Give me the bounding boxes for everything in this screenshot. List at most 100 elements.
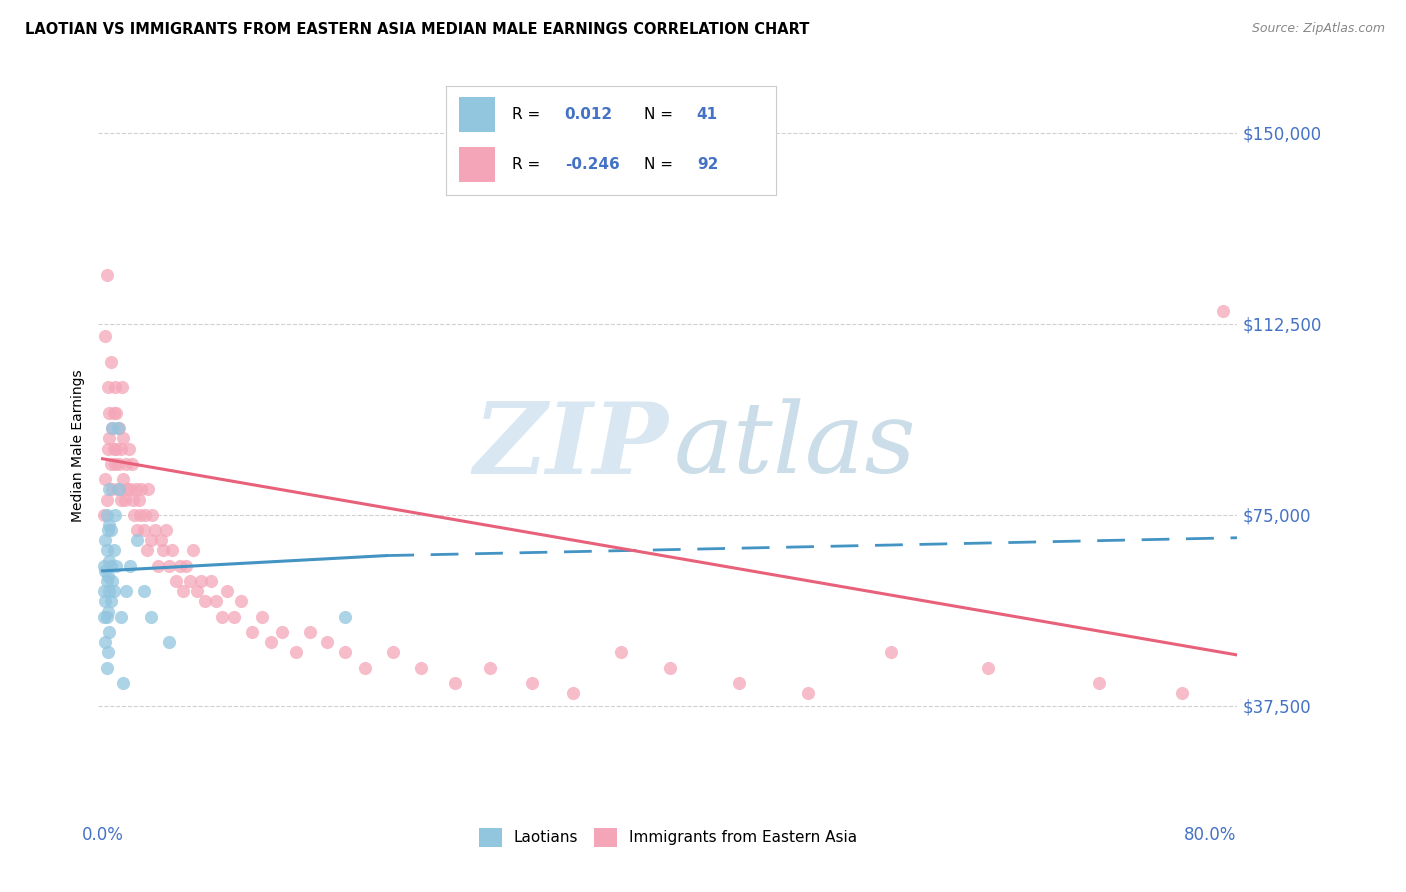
Point — [260, 635, 283, 649]
Point — [211, 609, 233, 624]
Point — [382, 645, 405, 659]
Point — [131, 483, 153, 497]
Point — [299, 625, 322, 640]
Point — [96, 609, 118, 624]
Point — [115, 584, 138, 599]
Point — [112, 676, 135, 690]
Point — [104, 457, 127, 471]
Point — [157, 558, 180, 573]
Point — [98, 625, 121, 640]
Point — [103, 543, 125, 558]
Point — [105, 442, 128, 456]
Point — [98, 554, 121, 568]
Point — [250, 609, 273, 624]
Point — [271, 625, 294, 640]
Point — [444, 676, 467, 690]
Legend: Laotians, Immigrants from Eastern Asia: Laotians, Immigrants from Eastern Asia — [471, 821, 865, 855]
Point — [111, 380, 134, 394]
Point — [93, 584, 115, 599]
Point — [124, 508, 146, 522]
Point — [120, 558, 142, 573]
Point — [217, 584, 239, 599]
Point — [98, 431, 121, 445]
Point — [97, 569, 120, 583]
Point — [797, 686, 820, 700]
Point — [94, 472, 117, 486]
Point — [240, 625, 263, 640]
Point — [520, 676, 543, 690]
Point — [127, 523, 149, 537]
Point — [181, 543, 204, 558]
Point — [107, 421, 129, 435]
Point — [149, 533, 172, 548]
Point — [93, 508, 115, 522]
Point — [160, 543, 183, 558]
Point — [169, 558, 191, 573]
Point — [977, 661, 1000, 675]
Point — [94, 594, 117, 608]
Point — [658, 661, 681, 675]
Point — [315, 635, 337, 649]
Point — [136, 483, 159, 497]
Point — [112, 431, 135, 445]
Point — [285, 645, 308, 659]
Point — [728, 676, 751, 690]
Point — [134, 508, 156, 522]
Point — [333, 645, 356, 659]
Point — [94, 564, 117, 578]
Point — [101, 483, 124, 497]
Point — [125, 483, 148, 497]
Point — [610, 645, 633, 659]
Point — [97, 442, 120, 456]
Point — [96, 268, 118, 283]
Point — [174, 558, 197, 573]
Point — [165, 574, 187, 588]
Point — [129, 508, 152, 522]
Point — [562, 686, 585, 700]
Point — [93, 609, 115, 624]
Point — [108, 457, 131, 471]
Point — [132, 523, 155, 537]
Point — [98, 584, 121, 599]
Point — [121, 457, 143, 471]
Point — [101, 421, 124, 435]
Point — [205, 594, 228, 608]
Point — [152, 543, 174, 558]
Point — [172, 584, 194, 599]
Point — [100, 523, 122, 537]
Point — [96, 508, 118, 522]
Point — [354, 661, 377, 675]
Text: ZIP: ZIP — [472, 398, 668, 494]
Point — [115, 457, 138, 471]
Point — [229, 594, 252, 608]
Point — [104, 508, 127, 522]
Point — [132, 584, 155, 599]
Point — [179, 574, 201, 588]
Point — [100, 355, 122, 369]
Point — [96, 543, 118, 558]
Point — [194, 594, 217, 608]
Point — [101, 574, 124, 588]
Point — [96, 661, 118, 675]
Point — [97, 605, 120, 619]
Point — [110, 609, 132, 624]
Point — [103, 442, 125, 456]
Point — [105, 558, 128, 573]
Point — [200, 574, 222, 588]
Point — [127, 533, 149, 548]
Point — [1171, 686, 1194, 700]
Point — [186, 584, 208, 599]
Point — [97, 523, 120, 537]
Point — [107, 483, 129, 497]
Point — [479, 661, 502, 675]
Point — [97, 380, 120, 394]
Point — [94, 635, 117, 649]
Point — [96, 574, 118, 588]
Point — [110, 442, 132, 456]
Point — [141, 508, 163, 522]
Point — [94, 329, 117, 343]
Point — [94, 533, 117, 548]
Text: atlas: atlas — [673, 399, 917, 493]
Point — [1212, 304, 1234, 318]
Point — [122, 492, 145, 507]
